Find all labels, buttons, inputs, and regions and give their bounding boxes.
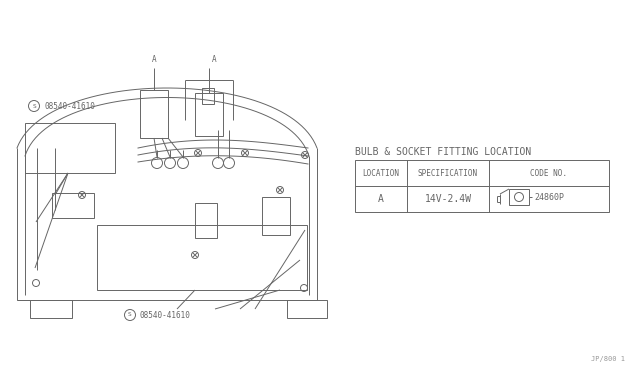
- Bar: [30, 300, 72, 318]
- Bar: [262, 197, 290, 235]
- Text: SPECIFICATION: SPECIFICATION: [418, 169, 478, 177]
- Bar: [509, 189, 529, 205]
- Bar: [195, 93, 223, 136]
- Text: CODE NO.: CODE NO.: [531, 169, 568, 177]
- Text: JP/800 1: JP/800 1: [591, 356, 625, 362]
- Text: A: A: [152, 55, 156, 64]
- Bar: [202, 88, 214, 104]
- Text: 14V-2.4W: 14V-2.4W: [424, 194, 472, 204]
- Text: 08540-41610: 08540-41610: [140, 311, 191, 320]
- Text: 24860P: 24860P: [534, 192, 564, 202]
- Bar: [140, 90, 168, 138]
- Bar: [195, 203, 217, 238]
- Text: A: A: [378, 194, 384, 204]
- Text: 08540-41610: 08540-41610: [44, 102, 95, 110]
- Text: S: S: [128, 312, 132, 317]
- Text: BULB & SOCKET FITTING LOCATION: BULB & SOCKET FITTING LOCATION: [355, 147, 531, 157]
- Bar: [355, 160, 609, 212]
- Bar: [97, 225, 307, 290]
- Text: LOCATION: LOCATION: [362, 169, 399, 177]
- Text: A: A: [212, 55, 216, 64]
- Bar: [52, 193, 94, 218]
- Bar: [287, 300, 327, 318]
- Bar: [25, 123, 115, 173]
- Text: S: S: [32, 103, 36, 109]
